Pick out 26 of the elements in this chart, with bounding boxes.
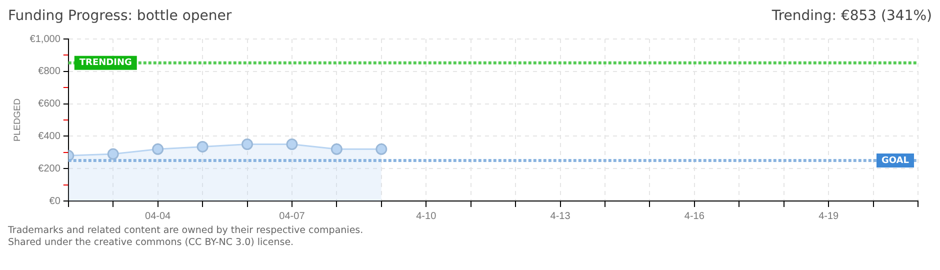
x-tick-label: 4-13 (550, 210, 571, 222)
point (286, 138, 298, 150)
text: Shared under the creative commons (CC BY-NC 3.0) license. (8, 237, 295, 249)
chart-title: Funding Progress: bottle opener (8, 8, 232, 26)
x-tick-label: 4-10 (416, 210, 437, 222)
point (242, 138, 253, 150)
y-tick-label: €800 (38, 66, 61, 78)
point (376, 143, 388, 155)
y-tick-label: €0 (49, 196, 61, 207)
x-tick-label: 04-04 (145, 210, 172, 222)
ref-line-label: GOAL (882, 156, 910, 166)
point (330, 143, 342, 155)
ref-line-label: TRENDING (79, 58, 132, 68)
y-tick-label: €1,000 (30, 34, 61, 45)
x-tick-label: 4-16 (684, 210, 705, 222)
x-tick-label: 4-19 (818, 210, 840, 222)
text: Trademarks and related content are owned by their respective companies. (8, 225, 364, 237)
y-tick-label: €200 (38, 163, 61, 174)
y-tick-label: €600 (38, 98, 61, 110)
point (107, 148, 119, 160)
point (152, 143, 164, 155)
y-tick-label: €400 (38, 130, 61, 142)
y-axis-title: PLEDGED (12, 98, 22, 142)
point (196, 140, 208, 152)
x-tick-label: 04-07 (279, 210, 306, 222)
text: Trending: €853 (341%) (772, 8, 932, 26)
